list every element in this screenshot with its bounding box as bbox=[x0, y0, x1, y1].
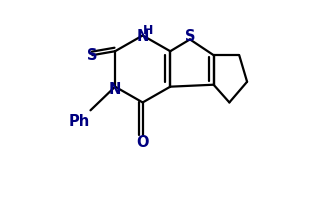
Text: S: S bbox=[185, 29, 195, 44]
Text: O: O bbox=[137, 135, 149, 150]
Text: N: N bbox=[137, 29, 149, 44]
Text: Ph: Ph bbox=[69, 114, 90, 129]
Text: N: N bbox=[109, 82, 121, 97]
Text: H: H bbox=[142, 24, 153, 37]
Text: S: S bbox=[87, 48, 98, 63]
